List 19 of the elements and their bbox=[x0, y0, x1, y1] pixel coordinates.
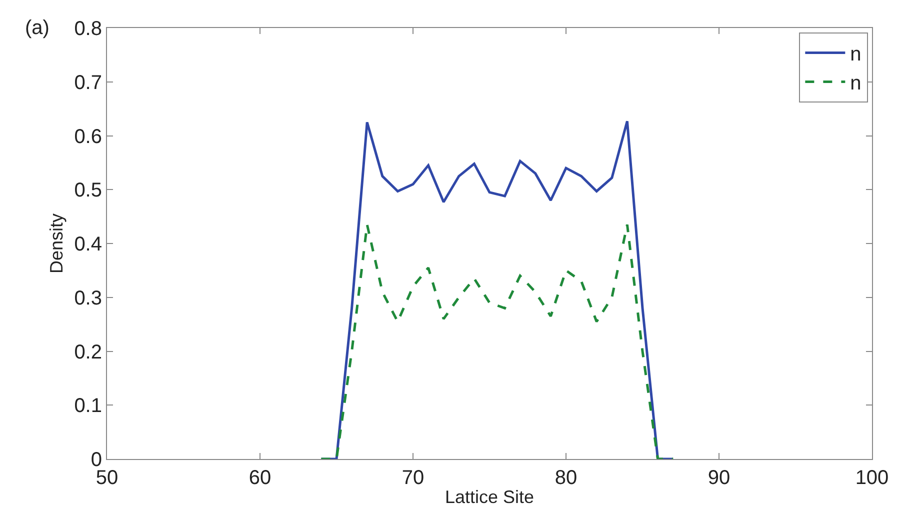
y-tick-label: 0.4 bbox=[74, 234, 102, 256]
y-tick-label: 0.7 bbox=[74, 72, 102, 94]
y-tick-label: 0.6 bbox=[74, 126, 102, 148]
legend-label: n bbox=[850, 44, 862, 66]
y-tick-label: 0.8 bbox=[74, 18, 102, 40]
x-axis-title: Lattice Site bbox=[444, 487, 534, 508]
text: (a) bbox=[25, 17, 50, 39]
x-tick-label: 80 bbox=[554, 467, 578, 489]
line-series bbox=[320, 223, 674, 459]
x-tick-label: 90 bbox=[708, 467, 730, 489]
y-tick-label: 0.1 bbox=[74, 395, 102, 418]
y-tick-label: 0.5 bbox=[74, 180, 102, 202]
legend-label: n bbox=[850, 72, 862, 95]
y-tick-label: 0.2 bbox=[74, 341, 102, 364]
x-tick-label: 70 bbox=[402, 467, 424, 489]
x-tick-label: 60 bbox=[248, 467, 272, 489]
y-tick-label: 0.3 bbox=[74, 287, 102, 310]
x-tick-label: 100 bbox=[855, 467, 889, 489]
y-axis-title: Density bbox=[46, 213, 66, 274]
